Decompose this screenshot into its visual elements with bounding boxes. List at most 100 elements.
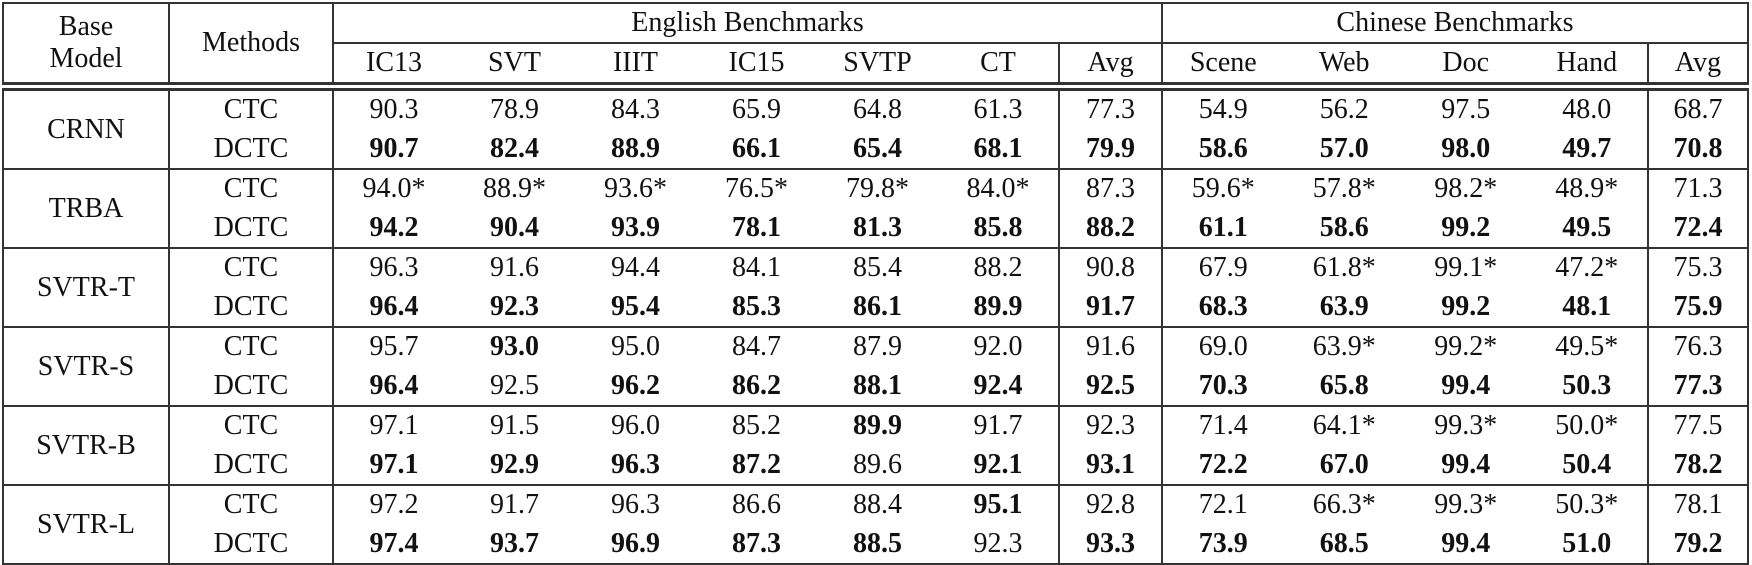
- value-cell: 82.4: [490, 132, 539, 164]
- value-cell: 86.1: [853, 290, 902, 322]
- value-cell: 95.4: [611, 290, 660, 322]
- header-methods: Methods: [168, 3, 333, 87]
- value-cell: 99.2: [1441, 211, 1491, 243]
- method-cell: CTC: [168, 168, 333, 209]
- value-cell: 78.9: [454, 85, 575, 130]
- value-cell: 99.3*: [1405, 405, 1527, 446]
- value-cell: 69.0: [1161, 326, 1284, 367]
- value-cell: 48.0: [1526, 85, 1648, 130]
- value-cell: 68.5: [1319, 527, 1369, 559]
- value-cell: 96.4: [332, 287, 454, 327]
- value-cell: 78.1: [732, 211, 781, 243]
- value-cell: 97.4: [332, 524, 454, 564]
- table-header: Base Model Methods English Benchmarks Ch…: [3, 3, 1748, 87]
- method-cell: DCTC: [168, 366, 333, 406]
- value-cell: 84.1: [696, 247, 817, 288]
- value-cell: 50.3: [1562, 369, 1612, 401]
- method-cell: CTC: [168, 484, 333, 525]
- value-cell: 70.3: [1161, 366, 1284, 406]
- header-base-model-line2: Model: [49, 43, 123, 74]
- header-base-model-line1: Base: [58, 11, 114, 42]
- value-cell: 88.5: [853, 527, 902, 559]
- value-cell: 72.1: [1161, 484, 1284, 525]
- value-cell: 61.1: [1161, 208, 1284, 248]
- value-cell: 87.2: [732, 448, 781, 480]
- table-row: DCTC 97.1 92.9 96.3 87.2 89.6 92.1 93.1 72.2 67.0…: [3, 445, 1748, 485]
- table-row: CRNN CTC 90.3 78.9 84.3 65.9 64.8 61.3 77.3 54.9 5…: [3, 85, 1748, 169]
- value-cell: 78.2: [1647, 445, 1748, 485]
- value-cell: 78.1: [1647, 484, 1748, 525]
- value-cell: 54.9: [1161, 85, 1284, 130]
- value-cell: 64.1*: [1283, 405, 1405, 446]
- value-cell: 49.5: [1562, 211, 1612, 243]
- header-svt: SVT: [454, 42, 575, 87]
- method-cell: CTC: [168, 405, 333, 446]
- value-cell: 77.3: [1058, 85, 1162, 130]
- value-cell: 76.3: [1647, 326, 1748, 367]
- value-cell: 79.9: [1058, 129, 1162, 169]
- value-cell: 93.7: [490, 527, 539, 559]
- value-cell: 96.3: [611, 448, 660, 480]
- base-model-cell: TRBA: [3, 168, 169, 248]
- value-cell: 93.1: [1058, 445, 1162, 485]
- header-hand: Hand: [1526, 42, 1648, 87]
- value-cell: 94.4: [575, 247, 696, 288]
- value-cell: 89.6: [853, 448, 902, 480]
- value-cell: 99.2: [1441, 290, 1491, 322]
- value-cell: 75.3: [1647, 247, 1748, 288]
- value-cell: 50.4: [1562, 448, 1612, 480]
- method-cell: CTC: [168, 85, 333, 130]
- base-model-cell: SVTR-L: [3, 484, 169, 564]
- value-cell: 99.1*: [1405, 247, 1527, 288]
- base-model-cell: SVTR-S: [3, 326, 169, 406]
- value-cell: 84.0*: [938, 168, 1059, 209]
- header-chinese-benchmarks: Chinese Benchmarks: [1161, 3, 1748, 43]
- value-cell: 91.7: [454, 484, 575, 525]
- value-cell: 96.9: [611, 527, 660, 559]
- value-cell: 92.3: [973, 527, 1023, 559]
- header-web: Web: [1283, 42, 1405, 87]
- table-row: DCTC 90.7 82.4 88.9 66.1 65.4 68.1 79.9 58.6 57.0…: [3, 129, 1748, 169]
- value-cell: 87.3: [732, 527, 781, 559]
- value-cell: 85.4: [817, 247, 938, 288]
- method-cell: DCTC: [168, 129, 333, 169]
- header-ic15: IC15: [696, 42, 817, 87]
- value-cell: 88.4: [817, 484, 938, 525]
- base-model-cell: CRNN: [3, 85, 169, 169]
- value-cell: 96.4: [332, 366, 454, 406]
- value-cell: 87.9: [817, 326, 938, 367]
- value-cell: 49.5*: [1526, 326, 1648, 367]
- value-cell: 68.7: [1647, 85, 1748, 130]
- method-cell: DCTC: [168, 287, 333, 327]
- value-cell: 85.8: [973, 211, 1023, 243]
- header-ic13: IC13: [332, 42, 454, 87]
- value-cell: 66.3*: [1283, 484, 1405, 525]
- value-cell: 84.7: [696, 326, 817, 367]
- value-cell: 56.2: [1283, 85, 1405, 130]
- value-cell: 91.7: [938, 405, 1059, 446]
- value-cell: 65.4: [853, 132, 902, 164]
- value-cell: 61.8*: [1283, 247, 1405, 288]
- value-cell: 88.2: [1058, 208, 1162, 248]
- value-cell: 68.3: [1161, 287, 1284, 327]
- value-cell: 99.3*: [1405, 484, 1527, 525]
- value-cell: 57.0: [1319, 132, 1369, 164]
- value-cell: 98.2*: [1405, 168, 1527, 209]
- value-cell: 91.7: [1058, 287, 1162, 327]
- value-cell: 95.7: [332, 326, 454, 367]
- value-cell: 96.3: [332, 247, 454, 288]
- table-row: DCTC 96.4 92.5 96.2 86.2 88.1 92.4 92.5 70.3 65.8…: [3, 366, 1748, 406]
- value-cell: 97.2: [332, 484, 454, 525]
- header-chinese-avg: Avg: [1647, 42, 1748, 87]
- value-cell: 48.9*: [1526, 168, 1648, 209]
- value-cell: 88.2: [938, 247, 1059, 288]
- value-cell: 89.9: [973, 290, 1023, 322]
- value-cell: 57.8*: [1283, 168, 1405, 209]
- value-cell: 79.8*: [817, 168, 938, 209]
- value-cell: 92.5: [490, 369, 539, 401]
- value-cell: 95.0: [575, 326, 696, 367]
- method-cell: DCTC: [168, 208, 333, 248]
- value-cell: 98.0: [1441, 132, 1491, 164]
- value-cell: 93.9: [611, 211, 660, 243]
- table-row: TRBA CTC 94.0* 88.9* 93.6* 76.5* 79.8* 84.0* 87.…: [3, 168, 1748, 248]
